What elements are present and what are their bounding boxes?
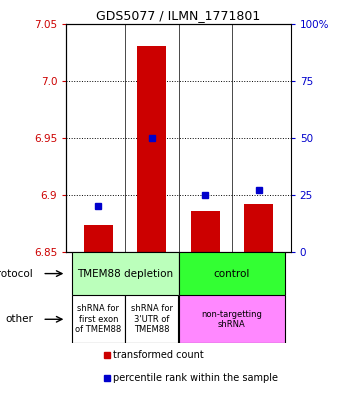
Text: percentile rank within the sample: percentile rank within the sample xyxy=(114,373,278,383)
Bar xyxy=(137,46,167,252)
Text: control: control xyxy=(214,268,250,279)
Bar xyxy=(84,224,113,252)
Text: shRNA for
first exon
of TMEM88: shRNA for first exon of TMEM88 xyxy=(75,304,121,334)
Text: TMEM88 depletion: TMEM88 depletion xyxy=(77,268,173,279)
Bar xyxy=(72,295,125,343)
Bar xyxy=(125,295,178,343)
Bar xyxy=(178,295,285,343)
Text: other: other xyxy=(5,314,33,324)
Text: non-targetting
shRNA: non-targetting shRNA xyxy=(202,310,262,329)
Text: shRNA for
3'UTR of
TMEM88: shRNA for 3'UTR of TMEM88 xyxy=(131,304,173,334)
Bar xyxy=(72,252,178,295)
Bar xyxy=(244,204,273,252)
Title: GDS5077 / ILMN_1771801: GDS5077 / ILMN_1771801 xyxy=(96,9,261,22)
Bar xyxy=(190,211,220,252)
Text: protocol: protocol xyxy=(0,268,33,279)
Bar xyxy=(178,252,285,295)
Text: transformed count: transformed count xyxy=(114,350,204,360)
